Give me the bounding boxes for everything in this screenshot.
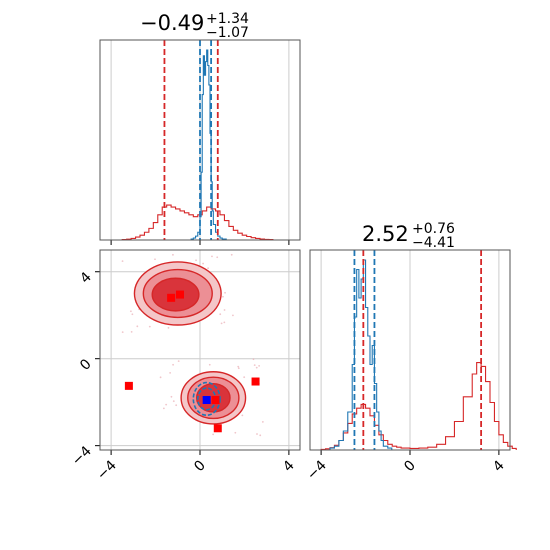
joint-frame: [99, 249, 301, 451]
red-marker-5: [211, 396, 220, 404]
scatter-point: [202, 262, 204, 265]
blue-hist-param-2: [329, 259, 393, 450]
scatter-point: [148, 325, 151, 328]
red-marker-3: [251, 377, 260, 386]
scatter-point: [162, 407, 165, 410]
scatter-point: [170, 395, 173, 398]
blue-contour-0: [192, 381, 221, 417]
title-2-minus: −4.41: [412, 235, 455, 251]
scatter-point: [222, 295, 224, 298]
scatter-point: [136, 325, 139, 328]
right-frame: [309, 249, 511, 451]
scatter-point: [121, 331, 124, 334]
scatter-point: [154, 258, 156, 261]
joint-x-tick-label-0: −4: [94, 457, 120, 483]
scatter-point: [237, 367, 240, 370]
scatter-point: [258, 364, 261, 367]
scatter-point: [255, 366, 258, 369]
blue-hist-param-1: [190, 49, 227, 240]
joint-y-tick-label-2: 4: [77, 269, 95, 287]
joint-y-tick-label-1: 0: [77, 356, 95, 374]
title-1-minus: −1.07: [206, 25, 249, 41]
scatter-point: [223, 309, 226, 311]
scatter-point: [208, 363, 211, 366]
joint-x-tick-label-1: 0: [191, 458, 209, 476]
scatter-point: [167, 326, 170, 329]
right-x-tick-label-0: −4: [304, 457, 330, 483]
scatter-point: [129, 310, 132, 313]
scatter-point: [220, 322, 223, 325]
scatter-point: [241, 414, 244, 417]
scatter-point: [234, 431, 237, 434]
red-contour-2: [151, 277, 200, 312]
scatter-point: [253, 364, 256, 366]
scatter-point: [219, 313, 222, 316]
title-1-plus: +1.34: [206, 11, 249, 27]
top-frame: [99, 39, 301, 241]
scatter-point: [224, 291, 226, 294]
tick-labels: −4 −4−4 0 004 44: [69, 269, 508, 483]
scatter-point: [172, 363, 174, 366]
scatter-point: [177, 360, 180, 363]
scatter-point: [256, 433, 258, 435]
joint-y-tick-label-0: −4: [69, 443, 95, 469]
scatter-point: [159, 376, 162, 379]
scatter-point: [243, 376, 246, 379]
scatter-point: [207, 267, 209, 270]
scatter-point: [223, 321, 226, 324]
red-marker-1: [176, 290, 184, 299]
scatter-point: [195, 259, 197, 262]
scatter-point: [212, 433, 215, 436]
right-x-tick-label-2: 4: [490, 457, 508, 475]
marginal-panel-param-1: [99, 39, 301, 245]
scatter-point: [172, 253, 174, 256]
scatter-point: [121, 260, 124, 263]
right-x-tick-label-1: 0: [401, 458, 419, 476]
marginal-panel-param-2: [309, 249, 517, 455]
scatter-point: [165, 403, 168, 406]
red-hist-param-1: [121, 204, 274, 241]
scatter-point: [230, 253, 233, 256]
joint-x-tick-label-2: 4: [280, 457, 298, 475]
title-param-1: −0.49: [140, 11, 204, 35]
scatter-point: [175, 404, 178, 407]
red-marker-2: [124, 381, 133, 390]
scatter-point: [172, 400, 175, 403]
scatter-point: [261, 421, 264, 423]
scatter-point: [169, 371, 172, 374]
scatter-point: [130, 330, 133, 333]
red-marker-4: [213, 424, 222, 433]
title-2-value: 2.52: [362, 222, 409, 246]
title-2-plus: +0.76: [412, 221, 455, 237]
scatter-point: [232, 314, 234, 317]
blue-marker-0: [202, 396, 211, 404]
scatter-point: [252, 358, 255, 361]
scatter-point: [211, 255, 213, 258]
title-param-2: 2.52: [362, 222, 409, 246]
scatter-point: [216, 256, 219, 259]
scatter-point: [131, 313, 134, 316]
scatter-point: [237, 365, 240, 368]
red-marker-0: [167, 293, 176, 302]
title-1-value: −0.49: [140, 11, 204, 35]
scatter-point: [259, 434, 262, 437]
red-hist-param-2: [320, 362, 517, 450]
joint-panel: [95, 249, 301, 455]
